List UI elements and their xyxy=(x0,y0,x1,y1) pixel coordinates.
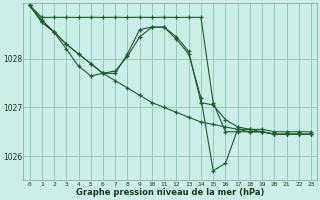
X-axis label: Graphe pression niveau de la mer (hPa): Graphe pression niveau de la mer (hPa) xyxy=(76,188,265,197)
